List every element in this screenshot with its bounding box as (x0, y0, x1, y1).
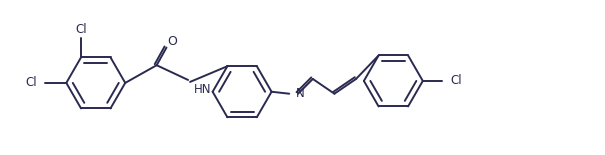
Text: Cl: Cl (25, 76, 37, 89)
Text: Cl: Cl (75, 23, 87, 36)
Text: O: O (168, 35, 177, 48)
Text: HN: HN (194, 83, 212, 96)
Text: Cl: Cl (450, 74, 462, 87)
Text: N: N (296, 87, 305, 100)
